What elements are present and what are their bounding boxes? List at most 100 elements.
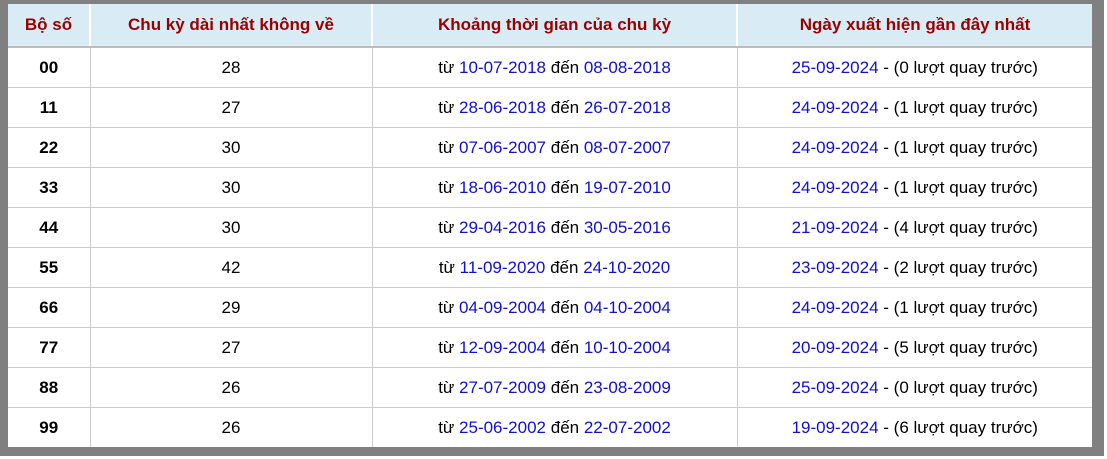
pair-cell: 77 xyxy=(8,327,91,368)
table-row: 55 42 từ 11-09-2020 đến 24-10-2020 23-09… xyxy=(8,247,1092,288)
cycle-length-cell: 28 xyxy=(89,46,373,88)
cycle-period-cell: từ 04-09-2004 đến 04-10-2004 xyxy=(371,287,738,328)
recent-appearance-cell: 25-09-2024 - (0 lượt quay trước) xyxy=(736,46,1092,88)
to-date-link[interactable]: 19-07-2010 xyxy=(583,177,671,197)
from-label: từ xyxy=(438,257,455,277)
recent-appearance-cell: 25-09-2024 - (0 lượt quay trước) xyxy=(736,367,1092,408)
table-row: 00 28 từ 10-07-2018 đến 08-08-2018 25-09… xyxy=(8,46,1092,88)
to-label: đến xyxy=(550,297,580,317)
cycle-period-cell: từ 25-06-2002 đến 22-07-2002 xyxy=(371,407,738,447)
cycle-length-cell: 29 xyxy=(89,287,373,328)
lottery-pair-cycle-table: Bộ số Chu kỳ dài nhất không về Khoảng th… xyxy=(8,4,1092,447)
table-row: 77 27 từ 12-09-2004 đến 10-10-2004 20-09… xyxy=(8,327,1092,368)
cycle-period-cell: từ 28-06-2018 đến 26-07-2018 xyxy=(371,87,738,128)
from-label: từ xyxy=(438,377,455,397)
col-header-recent-date: Ngày xuất hiện gần đây nhất xyxy=(736,4,1092,48)
recent-suffix: - (4 lượt quay trước) xyxy=(883,217,1038,237)
from-label: từ xyxy=(438,417,455,437)
from-date-link[interactable]: 04-09-2004 xyxy=(459,297,546,317)
to-label: đến xyxy=(550,417,580,437)
recent-suffix: - (6 lượt quay trước) xyxy=(883,417,1038,437)
from-date-link[interactable]: 11-09-2020 xyxy=(459,257,546,277)
recent-suffix: - (0 lượt quay trước) xyxy=(883,377,1038,397)
recent-date-link[interactable]: 25-09-2024 xyxy=(791,377,879,397)
cycle-period-cell: từ 07-06-2007 đến 08-07-2007 xyxy=(371,127,738,168)
to-date-link[interactable]: 08-08-2018 xyxy=(583,57,671,77)
recent-suffix: - (1 lượt quay trước) xyxy=(883,177,1038,197)
recent-appearance-cell: 20-09-2024 - (5 lượt quay trước) xyxy=(736,327,1092,368)
from-date-link[interactable]: 07-06-2007 xyxy=(459,137,546,157)
recent-suffix: - (5 lượt quay trước) xyxy=(883,337,1038,357)
recent-date-link[interactable]: 21-09-2024 xyxy=(791,217,879,237)
pair-cell: 11 xyxy=(8,87,91,128)
from-label: từ xyxy=(438,57,455,77)
from-date-link[interactable]: 25-06-2002 xyxy=(459,417,546,437)
cycle-length-cell: 27 xyxy=(89,327,373,368)
to-date-link[interactable]: 23-08-2009 xyxy=(583,377,671,397)
to-date-link[interactable]: 22-07-2002 xyxy=(583,417,671,437)
from-date-link[interactable]: 10-07-2018 xyxy=(459,57,546,77)
cycle-length-cell: 27 xyxy=(89,87,373,128)
recent-appearance-cell: 24-09-2024 - (1 lượt quay trước) xyxy=(736,87,1092,128)
header-row: Bộ số Chu kỳ dài nhất không về Khoảng th… xyxy=(8,4,1092,48)
from-label: từ xyxy=(438,337,455,357)
recent-date-link[interactable]: 23-09-2024 xyxy=(791,257,879,277)
from-date-link[interactable]: 12-09-2004 xyxy=(459,337,546,357)
cycle-period-cell: từ 12-09-2004 đến 10-10-2004 xyxy=(371,327,738,368)
recent-appearance-cell: 21-09-2024 - (4 lượt quay trước) xyxy=(736,207,1092,248)
recent-date-link[interactable]: 24-09-2024 xyxy=(791,297,879,317)
from-date-link[interactable]: 28-06-2018 xyxy=(459,97,546,117)
recent-suffix: - (2 lượt quay trước) xyxy=(883,257,1038,277)
recent-suffix: - (0 lượt quay trước) xyxy=(883,57,1038,77)
from-label: từ xyxy=(438,297,455,317)
from-date-link[interactable]: 29-04-2016 xyxy=(459,217,546,237)
from-label: từ xyxy=(438,97,455,117)
table-row: 66 29 từ 04-09-2004 đến 04-10-2004 24-09… xyxy=(8,287,1092,328)
recent-appearance-cell: 24-09-2024 - (1 lượt quay trước) xyxy=(736,287,1092,328)
to-date-link[interactable]: 24-10-2020 xyxy=(583,257,671,277)
to-label: đến xyxy=(550,137,580,157)
to-label: đến xyxy=(550,57,580,77)
cycle-period-cell: từ 29-04-2016 đến 30-05-2016 xyxy=(371,207,738,248)
col-header-cycle-period: Khoảng thời gian của chu kỳ xyxy=(371,4,737,48)
recent-appearance-cell: 24-09-2024 - (1 lượt quay trước) xyxy=(736,127,1092,168)
to-label: đến xyxy=(550,217,580,237)
recent-suffix: - (1 lượt quay trước) xyxy=(883,297,1038,317)
to-date-link[interactable]: 30-05-2016 xyxy=(583,217,671,237)
cycle-period-cell: từ 27-07-2009 đến 23-08-2009 xyxy=(371,367,738,408)
from-date-link[interactable]: 18-06-2010 xyxy=(459,177,546,197)
table-row: 33 30 từ 18-06-2010 đến 19-07-2010 24-09… xyxy=(8,167,1092,208)
recent-date-link[interactable]: 24-09-2024 xyxy=(791,97,879,117)
to-label: đến xyxy=(550,177,580,197)
cycle-length-cell: 30 xyxy=(89,127,373,168)
recent-date-link[interactable]: 24-09-2024 xyxy=(791,177,879,197)
to-date-link[interactable]: 08-07-2007 xyxy=(583,137,671,157)
from-label: từ xyxy=(438,217,455,237)
recent-date-link[interactable]: 25-09-2024 xyxy=(791,57,879,77)
pair-cell: 33 xyxy=(8,167,91,208)
cycle-length-cell: 30 xyxy=(89,167,373,208)
pair-cell: 00 xyxy=(8,46,91,88)
pair-cell: 44 xyxy=(8,207,91,248)
to-date-link[interactable]: 04-10-2004 xyxy=(583,297,671,317)
cycle-period-cell: từ 10-07-2018 đến 08-08-2018 xyxy=(371,46,738,88)
recent-date-link[interactable]: 19-09-2024 xyxy=(791,417,879,437)
table-row: 88 26 từ 27-07-2009 đến 23-08-2009 25-09… xyxy=(8,367,1092,408)
from-label: từ xyxy=(438,137,455,157)
to-date-link[interactable]: 10-10-2004 xyxy=(583,337,671,357)
to-label: đến xyxy=(550,377,580,397)
from-date-link[interactable]: 27-07-2009 xyxy=(459,377,546,397)
table-row: 44 30 từ 29-04-2016 đến 30-05-2016 21-09… xyxy=(8,207,1092,248)
col-header-longest-cycle: Chu kỳ dài nhất không về xyxy=(89,4,372,48)
cycle-period-cell: từ 11-09-2020 đến 24-10-2020 xyxy=(371,247,738,288)
pair-cell: 66 xyxy=(8,287,91,328)
recent-date-link[interactable]: 24-09-2024 xyxy=(791,137,879,157)
cycle-length-cell: 26 xyxy=(89,367,373,408)
recent-date-link[interactable]: 20-09-2024 xyxy=(791,337,879,357)
recent-suffix: - (1 lượt quay trước) xyxy=(883,137,1038,157)
pair-cell: 99 xyxy=(8,407,91,447)
to-label: đến xyxy=(550,257,579,277)
to-date-link[interactable]: 26-07-2018 xyxy=(583,97,671,117)
pair-cell: 22 xyxy=(8,127,91,168)
table-row: 99 26 từ 25-06-2002 đến 22-07-2002 19-09… xyxy=(8,407,1092,447)
